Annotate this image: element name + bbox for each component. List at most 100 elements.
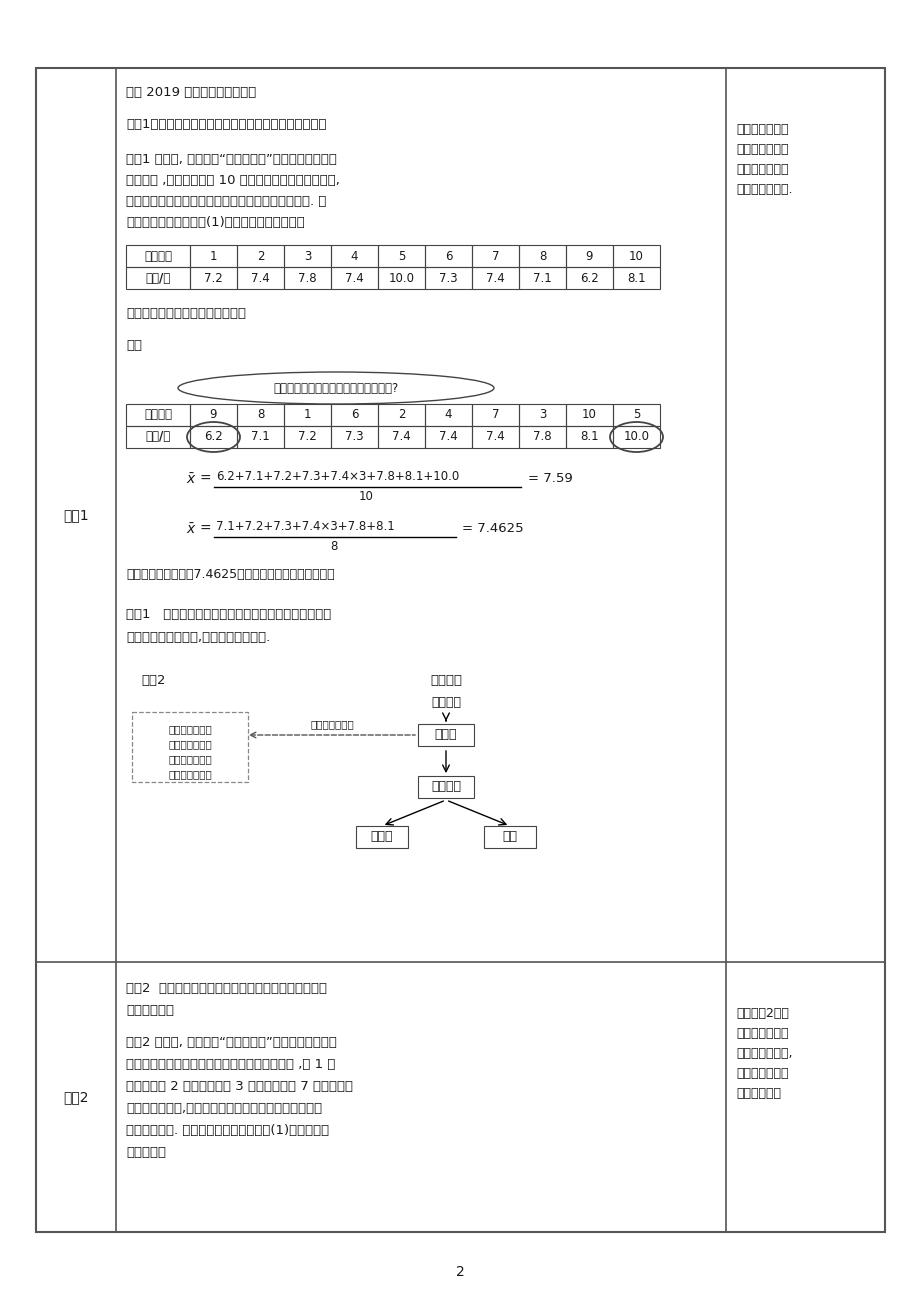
Bar bbox=[565, 404, 612, 426]
Text: 10: 10 bbox=[629, 250, 643, 263]
Text: 8.1: 8.1 bbox=[627, 272, 645, 285]
Bar bbox=[612, 267, 659, 289]
Text: 7.1: 7.1 bbox=[251, 431, 269, 444]
Bar bbox=[471, 426, 518, 448]
Text: 7: 7 bbox=[492, 250, 499, 263]
Bar bbox=[425, 245, 471, 267]
Text: $\bar{x}$: $\bar{x}$ bbox=[186, 473, 197, 487]
Bar bbox=[331, 245, 378, 267]
Bar bbox=[565, 267, 612, 289]
Text: 通过问题2探究: 通过问题2探究 bbox=[735, 1006, 788, 1019]
Bar bbox=[331, 267, 378, 289]
Text: 2: 2 bbox=[397, 409, 404, 422]
Bar bbox=[331, 426, 378, 448]
Text: 所有数据: 所有数据 bbox=[430, 697, 460, 710]
Text: 音乐老师、 2 号语文老师、 3 号英语老师和 7 位其他学科: 音乐老师、 2 号语文老师、 3 号英语老师和 7 位其他学科 bbox=[126, 1079, 353, 1092]
Text: 探究2: 探究2 bbox=[63, 1090, 88, 1104]
Text: 权的意义的理解,: 权的意义的理解, bbox=[735, 1047, 791, 1060]
Text: 分数的平均数. 下面是各位评委给八年级(1)班的一个节: 分数的平均数. 下面是各位评委给八年级(1)班的一个节 bbox=[126, 1124, 329, 1137]
Bar bbox=[126, 404, 190, 426]
Text: =: = bbox=[199, 473, 211, 486]
Text: 6: 6 bbox=[444, 250, 452, 263]
Bar bbox=[126, 426, 190, 448]
Bar bbox=[612, 426, 659, 448]
Bar bbox=[378, 267, 425, 289]
Bar bbox=[190, 426, 237, 448]
Bar bbox=[190, 245, 237, 267]
Text: 每个节目演出后的得分取各个评委所给分数的平均数. 下: 每个节目演出后的得分取各个评委所给分数的平均数. 下 bbox=[126, 195, 326, 208]
Text: 3: 3 bbox=[303, 250, 311, 263]
Text: 7.1+7.2+7.3+7.4×3+7.8+8.1: 7.1+7.2+7.3+7.4×3+7.8+8.1 bbox=[216, 519, 394, 533]
Bar bbox=[284, 426, 331, 448]
Text: 2: 2 bbox=[455, 1266, 464, 1279]
Bar bbox=[471, 267, 518, 289]
Text: 8: 8 bbox=[330, 540, 337, 553]
Bar bbox=[518, 245, 565, 267]
Text: 7.4: 7.4 bbox=[438, 431, 458, 444]
Text: 5: 5 bbox=[397, 250, 404, 263]
Bar bbox=[331, 404, 378, 426]
Bar bbox=[612, 404, 659, 426]
Text: 8: 8 bbox=[256, 409, 264, 422]
Text: 1: 1 bbox=[303, 409, 311, 422]
Bar bbox=[190, 267, 237, 289]
Text: 余数値的平均数: 余数値的平均数 bbox=[168, 769, 211, 779]
Text: 评分/分: 评分/分 bbox=[145, 431, 170, 444]
Text: 总结加权平均数: 总结加权平均数 bbox=[735, 1068, 788, 1079]
Bar bbox=[237, 267, 284, 289]
Bar bbox=[425, 426, 471, 448]
Text: 10.0: 10.0 bbox=[388, 272, 414, 285]
Text: =: = bbox=[199, 522, 211, 536]
Text: 9: 9 bbox=[585, 250, 593, 263]
Text: 集中趋势: 集中趋势 bbox=[430, 780, 460, 793]
Text: 的老师担任评委,每个节目演出后的得分取各个评委所给: 的老师担任评委,每个节目演出后的得分取各个评委所给 bbox=[126, 1101, 322, 1115]
Bar bbox=[565, 426, 612, 448]
Bar bbox=[518, 404, 565, 426]
Bar bbox=[126, 267, 190, 289]
Text: 播放 2019 主持人大赛（视频）: 播放 2019 主持人大赛（视频） bbox=[126, 86, 256, 99]
Text: 5: 5 bbox=[632, 409, 640, 422]
Bar bbox=[483, 825, 536, 848]
Text: 揭秘1   大赛评分要去掉一个最高分和一个最低分可减小: 揭秘1 大赛评分要去掉一个最高分和一个最低分可减小 bbox=[126, 608, 331, 621]
Text: 评委编号: 评委编号 bbox=[144, 409, 172, 422]
Text: 7.4: 7.4 bbox=[485, 272, 505, 285]
Text: 平均数: 平均数 bbox=[435, 729, 457, 742]
Bar bbox=[36, 68, 884, 1232]
Text: 7.4: 7.4 bbox=[345, 272, 364, 285]
Text: 众数: 众数 bbox=[502, 831, 517, 844]
Bar bbox=[425, 267, 471, 289]
Bar bbox=[237, 426, 284, 448]
Bar bbox=[518, 426, 565, 448]
Text: 曲、朗诵、器乐演奏等）丰富同学们的居家生活 ,由 1 号: 曲、朗诵、器乐演奏等）丰富同学们的居家生活 ,由 1 号 bbox=[126, 1059, 335, 1072]
Bar bbox=[471, 404, 518, 426]
Text: 7.8: 7.8 bbox=[298, 272, 316, 285]
Text: = 7.59: = 7.59 bbox=[528, 473, 573, 486]
Bar bbox=[425, 404, 471, 426]
Text: 居家生活 ,由参加演出的 10 个班各派一名同学担任评委,: 居家生活 ,由参加演出的 10 个班各派一名同学担任评委, bbox=[126, 174, 339, 187]
Text: 面是各位评委给八年级(1)班的一个节目的分数：: 面是各位评委给八年级(1)班的一个节目的分数： bbox=[126, 216, 304, 229]
Bar bbox=[518, 267, 565, 289]
Text: 7: 7 bbox=[492, 409, 499, 422]
Text: 的两种形式。: 的两种形式。 bbox=[735, 1087, 780, 1100]
Bar bbox=[417, 724, 473, 746]
Text: 评分/分: 评分/分 bbox=[145, 272, 170, 285]
Text: 6.2: 6.2 bbox=[204, 431, 222, 444]
Text: 3: 3 bbox=[539, 409, 546, 422]
Text: 探秘2  为什么大赛评分要给专业评分和大众评分乘以不: 探秘2 为什么大赛评分要给专业评分和大众评分乘以不 bbox=[126, 982, 326, 995]
Text: 分的实际问题探: 分的实际问题探 bbox=[735, 143, 788, 156]
Text: 最小値去掉后其: 最小値去掉后其 bbox=[168, 754, 211, 764]
Text: 7.1: 7.1 bbox=[532, 272, 551, 285]
Text: 减小极端値影响: 减小极端値影响 bbox=[310, 719, 354, 729]
Text: 究减小极端値影: 究减小极端値影 bbox=[735, 163, 788, 176]
Text: 探究1: 探究1 bbox=[63, 508, 89, 522]
Bar bbox=[284, 267, 331, 289]
Text: 应用广泛: 应用广泛 bbox=[429, 674, 461, 687]
Bar bbox=[378, 245, 425, 267]
Bar bbox=[565, 245, 612, 267]
Text: 9: 9 bbox=[210, 409, 217, 422]
Text: 7.4: 7.4 bbox=[485, 431, 505, 444]
Text: 中位数: 中位数 bbox=[370, 831, 392, 844]
Text: 10: 10 bbox=[358, 490, 373, 503]
Text: 4: 4 bbox=[444, 409, 452, 422]
Text: 6: 6 bbox=[350, 409, 357, 422]
